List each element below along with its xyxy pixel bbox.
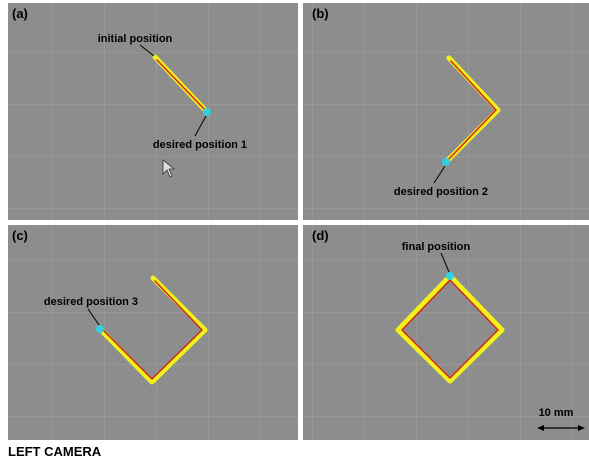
leader-line (440, 252, 450, 273)
annotation: desired position 1 (153, 139, 247, 151)
panel-label: (a) (12, 6, 28, 21)
scale-bar (537, 425, 585, 431)
leader-line (433, 165, 446, 184)
panel-a-image (8, 3, 298, 220)
leader-line (194, 115, 207, 137)
leader-line (87, 308, 100, 326)
trace-b (442, 55, 501, 166)
panel-label: (b) (312, 6, 329, 21)
leader-line (139, 44, 155, 57)
cursor (162, 159, 176, 178)
camera-label: LEFT CAMERA (8, 444, 102, 459)
scale-bar-label: 10 mm (539, 407, 574, 419)
annotation: final position (402, 241, 471, 253)
trace-a (152, 54, 211, 116)
trace-c (96, 275, 208, 385)
panel-label: (c) (12, 228, 28, 243)
panel-c-image (8, 225, 298, 440)
annotation: desired position 3 (44, 296, 138, 308)
trace-d (395, 272, 505, 384)
annotation: initial position (98, 33, 173, 45)
panel-d-image (303, 225, 589, 440)
panel-b-image (303, 3, 589, 220)
annotation: desired position 2 (394, 186, 488, 198)
panel-label: (d) (312, 228, 329, 243)
